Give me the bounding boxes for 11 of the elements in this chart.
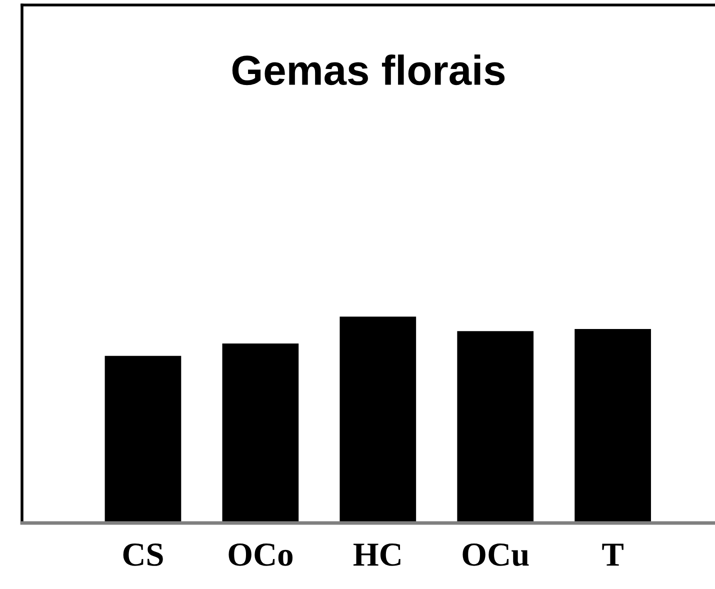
- chart-title: Gemas florais: [232, 54, 505, 86]
- bar: [222, 343, 299, 523]
- x-tick-label: OCo: [228, 544, 292, 566]
- x-tick-label: OCu: [462, 544, 529, 566]
- bar: [574, 329, 651, 523]
- bar: [340, 316, 416, 523]
- x-tick-label: CS: [123, 544, 163, 566]
- bar: [457, 331, 534, 523]
- x-tick-label: HC: [353, 544, 400, 566]
- x-tick-label: T: [602, 544, 624, 566]
- bar: [104, 356, 182, 523]
